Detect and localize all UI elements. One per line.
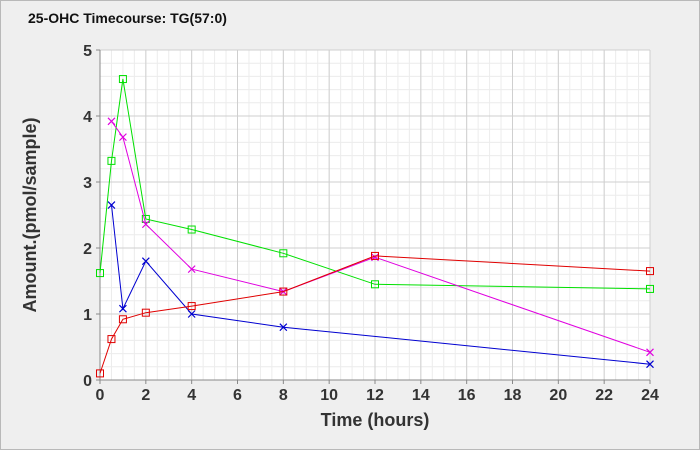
x-tick-label: 2: [141, 387, 150, 404]
data-point: [646, 284, 654, 293]
data-point: [279, 287, 288, 296]
data-point: [187, 225, 196, 234]
x-tick-label: 0: [96, 387, 105, 404]
data-point: [118, 315, 127, 324]
y-tick-label: 5: [83, 43, 92, 60]
data-point: [141, 220, 150, 229]
series-2: [107, 201, 654, 369]
data-point: [96, 269, 104, 278]
data-point: [279, 249, 288, 258]
data-point: [187, 302, 196, 311]
y-tick-label: 4: [83, 109, 92, 126]
series-line: [99, 78, 651, 290]
data-point: [141, 308, 150, 317]
y-tick-label: 1: [83, 307, 92, 324]
x-tick-label: 24: [641, 387, 659, 404]
y-axis-title: Amount.(pmol/sample): [20, 117, 40, 312]
x-tick-label: 18: [504, 387, 522, 404]
data-point: [187, 310, 196, 318]
data-point: [187, 265, 196, 274]
data-point: [646, 348, 654, 357]
x-tick-label: 6: [233, 387, 242, 404]
data-point: [279, 323, 288, 332]
data-point: [141, 257, 150, 266]
series-line: [111, 205, 651, 365]
series-3: [96, 251, 654, 378]
x-tick-label: 4: [187, 387, 196, 404]
x-tick-label: 10: [320, 387, 338, 404]
x-tick-label: 12: [366, 387, 384, 404]
data-point: [107, 117, 116, 126]
data-point: [118, 75, 127, 84]
data-point: [118, 304, 127, 313]
data-point: [96, 369, 104, 378]
data-point: [371, 251, 379, 260]
data-point: [371, 280, 379, 289]
y-tick-label: 0: [83, 373, 92, 390]
series-0: [96, 75, 654, 293]
data-point: [107, 156, 116, 165]
data-point: [646, 360, 654, 369]
data-point: [107, 335, 116, 344]
x-tick-label: 14: [412, 387, 430, 404]
y-tick-label: 2: [83, 241, 92, 258]
x-tick-label: 22: [595, 387, 613, 404]
data-point: [107, 201, 116, 210]
data-point: [118, 133, 127, 142]
y-tick-label: 3: [83, 175, 92, 192]
x-tick-label: 20: [549, 387, 567, 404]
x-tick-label: 8: [279, 387, 288, 404]
x-tick-label: 16: [458, 387, 476, 404]
chart-title: 25-OHC Timecourse: TG(57:0): [28, 10, 227, 26]
data-point: [646, 267, 654, 276]
x-axis-title: Time (hours): [321, 410, 430, 430]
